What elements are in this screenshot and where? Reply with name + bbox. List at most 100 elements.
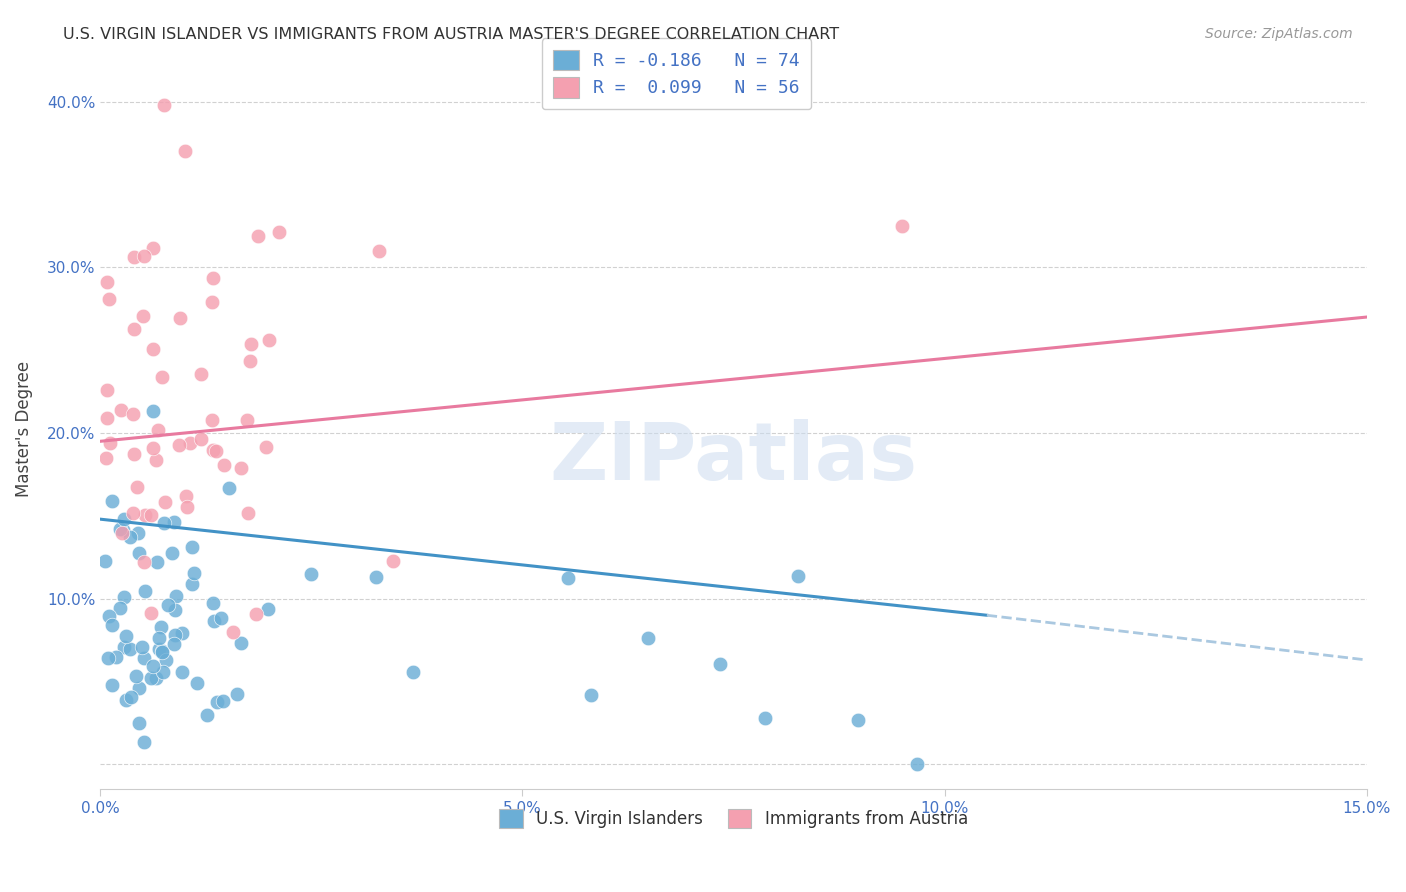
Point (108, 522, 131, 536)
Point (205, 444, 228, 458)
Point (153, 516, 176, 530)
Point (142, 342, 165, 356)
Point (98, 292, 121, 306)
Point (257, 602, 280, 616)
Point (299, 566, 322, 581)
Point (160, 546, 183, 560)
Text: ZIPatlas: ZIPatlas (550, 418, 918, 497)
Point (132, 249, 155, 263)
Point (581, 688, 603, 702)
Point (165, 627, 187, 641)
Point (240, 336, 263, 351)
Point (150, 644, 173, 658)
Point (267, 225, 290, 239)
Point (134, 508, 156, 522)
Point (132, 555, 155, 569)
Point (225, 687, 247, 701)
Text: U.S. VIRGIN ISLANDER VS IMMIGRANTS FROM AUSTRIA MASTER'S DEGREE CORRELATION CHAR: U.S. VIRGIN ISLANDER VS IMMIGRANTS FROM … (63, 27, 839, 42)
Point (402, 665, 425, 679)
Point (229, 635, 252, 649)
Point (128, 681, 150, 695)
Point (131, 640, 153, 655)
Point (101, 677, 124, 691)
Point (174, 489, 197, 503)
Point (195, 708, 218, 723)
Point (231, 461, 253, 475)
Point (141, 508, 163, 523)
Point (139, 606, 162, 620)
Point (179, 435, 201, 450)
Point (142, 241, 165, 255)
Point (139, 672, 162, 686)
Point (905, 757, 928, 772)
Point (236, 412, 259, 426)
Point (125, 480, 148, 494)
Point (156, 598, 179, 612)
Point (93, 554, 115, 568)
Point (167, 438, 190, 452)
Point (201, 413, 224, 427)
Point (176, 500, 198, 515)
Point (162, 637, 184, 651)
Point (202, 615, 225, 629)
Point (155, 653, 177, 667)
Point (236, 507, 259, 521)
Point (142, 442, 165, 456)
Point (110, 403, 132, 417)
Point (170, 625, 193, 640)
Point (142, 403, 165, 417)
Point (190, 367, 212, 381)
Point (134, 583, 156, 598)
Point (120, 690, 142, 704)
Point (96, 651, 118, 665)
Point (145, 555, 167, 569)
Point (180, 577, 202, 591)
Point (169, 311, 191, 326)
Point (134, 650, 156, 665)
Point (180, 540, 202, 554)
Point (246, 229, 269, 244)
Point (173, 145, 195, 159)
Y-axis label: Master's Degree: Master's Degree (15, 360, 32, 497)
Point (163, 603, 186, 617)
Point (96, 383, 118, 397)
Point (637, 631, 659, 645)
Point (152, 665, 174, 679)
Point (115, 693, 138, 707)
Point (222, 624, 245, 639)
Point (148, 641, 170, 656)
Point (128, 715, 150, 730)
Point (121, 407, 143, 421)
Point (209, 610, 232, 624)
Point (104, 649, 127, 664)
Point (150, 369, 173, 384)
Point (148, 423, 170, 437)
Point (94, 450, 117, 465)
Point (132, 735, 155, 749)
Point (891, 219, 914, 233)
Point (110, 601, 132, 615)
Point (190, 432, 212, 446)
Point (257, 333, 280, 347)
Point (145, 671, 167, 685)
Point (98, 435, 121, 450)
Point (132, 309, 155, 323)
Point (114, 640, 136, 654)
Point (149, 620, 172, 634)
Point (163, 515, 186, 529)
Point (145, 453, 167, 467)
Point (366, 570, 388, 584)
Point (709, 657, 731, 671)
Point (122, 250, 145, 264)
Point (111, 526, 134, 541)
Point (124, 447, 146, 461)
Point (254, 440, 277, 454)
Point (114, 629, 136, 643)
Point (98, 608, 121, 623)
Point (101, 618, 124, 632)
Point (214, 458, 236, 473)
Point (367, 244, 389, 258)
Point (96, 410, 118, 425)
Point (112, 512, 135, 526)
Point (787, 569, 810, 583)
